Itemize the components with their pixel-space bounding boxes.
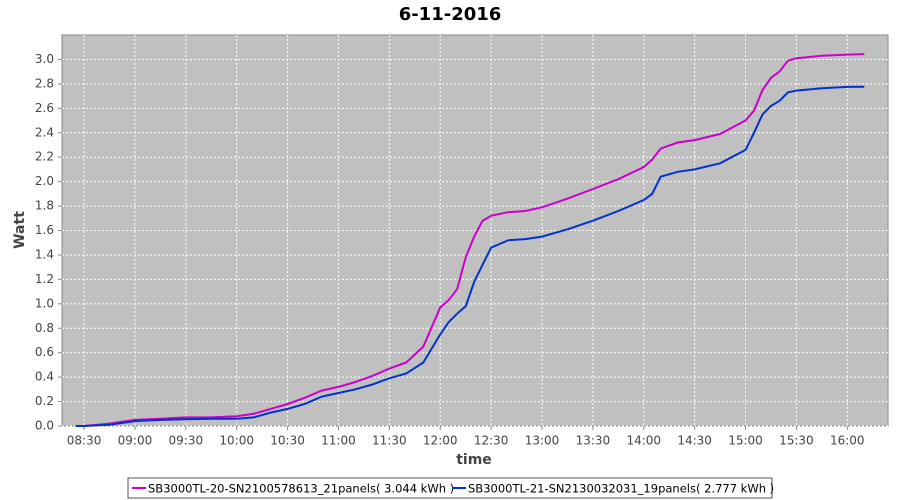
- y-tick-label: 0.0: [35, 419, 54, 433]
- y-tick-label: 2.8: [35, 76, 54, 90]
- x-tick-label: 12:30: [474, 434, 509, 448]
- x-tick-label: 09:00: [118, 434, 153, 448]
- x-tick-label: 13:00: [525, 434, 560, 448]
- x-tick-label: 13:30: [576, 434, 611, 448]
- x-tick-label: 11:00: [321, 434, 356, 448]
- y-tick-label: 3.0: [35, 52, 54, 66]
- legend-box: [127, 477, 773, 499]
- y-tick-label: 2.2: [35, 150, 54, 164]
- x-tick-label: 15:30: [779, 434, 814, 448]
- y-tick-label: 2.0: [35, 174, 54, 188]
- x-tick-label: 09:30: [169, 434, 204, 448]
- x-tick-label: 10:00: [219, 434, 254, 448]
- x-tick-label: 15:00: [728, 434, 763, 448]
- legend-label: SB3000TL-21-SN2130032031_19panels( 2.777…: [468, 482, 774, 496]
- x-tick-label: 10:30: [270, 434, 305, 448]
- series-line: [75, 85, 865, 427]
- y-tick-label: 0.6: [35, 345, 54, 359]
- x-tick-label: 14:30: [677, 434, 712, 448]
- x-tick-label: 16:00: [830, 434, 865, 448]
- y-tick-label: 1.8: [35, 199, 54, 213]
- y-tick-label: 1.0: [35, 296, 54, 310]
- series-line: [75, 53, 865, 427]
- x-tick-label: 11:30: [372, 434, 407, 448]
- y-tick-label: 0.2: [35, 394, 54, 408]
- y-tick-label: 0.8: [35, 321, 54, 335]
- chart-title: 6-11-2016: [399, 4, 502, 25]
- y-tick-label: 1.2: [35, 272, 54, 286]
- y-tick-label: 1.6: [35, 223, 54, 237]
- y-tick-label: 1.4: [35, 247, 54, 261]
- y-tick-label: 2.4: [35, 125, 54, 139]
- x-tick-label: 14:00: [626, 434, 661, 448]
- legend-label: SB3000TL-20-SN2100578613_21panels( 3.044…: [148, 482, 454, 496]
- x-axis-label: time: [456, 452, 492, 468]
- x-tick-label: 08:30: [67, 434, 102, 448]
- x-tick-label: 12:00: [423, 434, 458, 448]
- y-tick-label: 0.4: [35, 370, 54, 384]
- y-tick-label: 2.6: [35, 101, 54, 115]
- y-axis-label: Watt: [12, 211, 28, 249]
